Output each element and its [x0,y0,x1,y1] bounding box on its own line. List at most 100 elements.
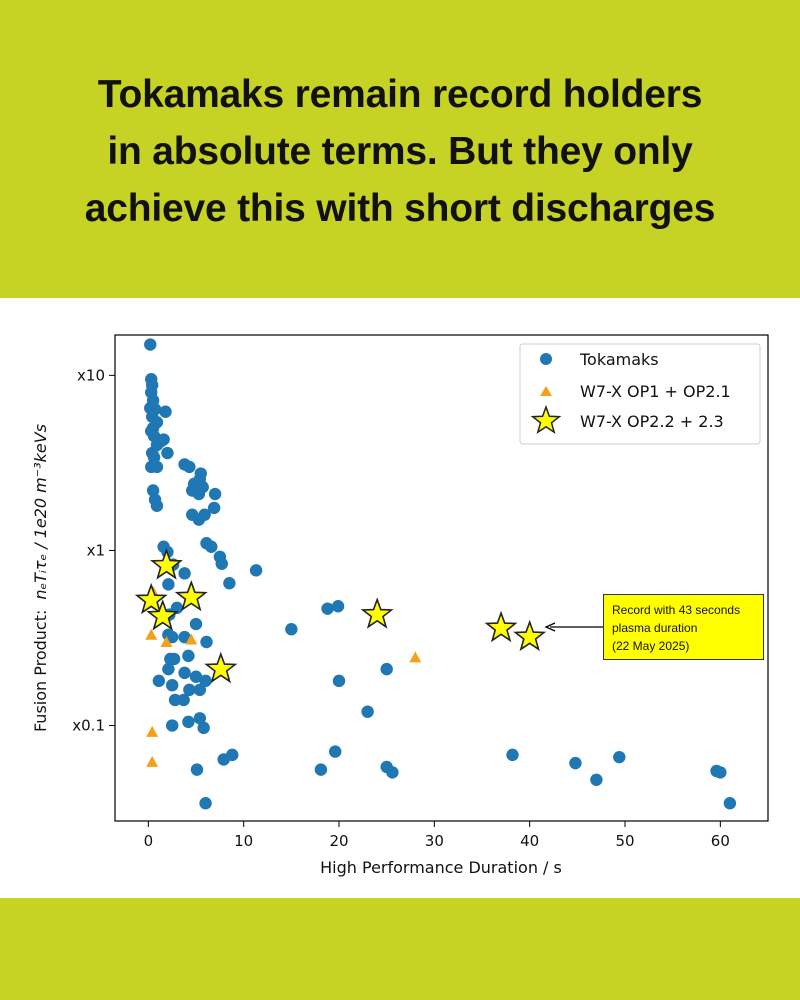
plot-frame [114,334,769,822]
tokamak-point [152,674,166,688]
tokamak-point [192,513,206,526]
w7x-op22-point [484,610,518,643]
tokamak-point [161,446,174,460]
tokamak-point [192,487,206,501]
y-tick-label: x10 [77,366,105,384]
tokamak-point [361,705,374,718]
legend-w7x-op1-marker [540,386,552,396]
tokamak-point [380,662,393,676]
x-tick-label: 40 [520,832,539,850]
w7x-op22-point [360,597,394,629]
tokamak-point [205,540,218,553]
tokamak-point [183,683,196,697]
tokamak-point [190,763,204,776]
legend-w7x-op22-marker [530,404,562,435]
tokamak-point [215,557,228,570]
tokamak-point [147,451,161,464]
legend-tokamak-marker [540,353,552,365]
x-tick-label: 20 [329,832,348,850]
tokamak-point [207,501,221,515]
tokamak-point [314,763,328,776]
tokamak-point [183,460,196,474]
tokamak-point [331,600,345,613]
w7x-op22-point [134,582,168,615]
tokamak-point [165,719,179,732]
w7x-op22-point [204,651,238,684]
tokamak-point [321,602,334,615]
w7x-op1-point [146,755,159,767]
tokamak-point [197,721,210,735]
y-axis-label: Fusion Product: nₑTᵢτₑ / 1e20 m⁻³keVs [31,424,50,732]
tokamak-point [723,797,737,810]
tokamak-point [193,683,207,697]
tokamak-point [144,338,157,351]
annotation-arrow [544,622,603,632]
tokamak-point [208,487,222,501]
legend-box [519,343,761,445]
annotation-line-1: Record with 43 seconds [612,603,741,617]
y-tick-label: x0.1 [72,717,105,735]
x-axis-label: High Performance Duration / s [320,858,562,877]
tokamak-point [182,649,195,663]
tokamak-point [569,756,582,770]
headline-line-1: Tokamaks remain record holders [97,73,703,116]
tokamak-point [150,499,164,512]
tokamak-point [506,748,519,762]
tokamak-point [249,564,263,577]
tokamak-point [189,617,203,631]
tokamak-point [167,652,181,666]
tokamak-point [178,666,191,680]
tokamak-point [613,750,626,764]
tokamak-point [200,635,213,649]
annotation-line-3: (22 May 2025) [612,639,690,653]
legend: Tokamaks W7-X OP1 + OP2.1 W7-X OP2.2 + 2… [519,343,761,445]
tokamak-point [162,662,175,676]
tokamak-point [217,753,230,766]
headline: Tokamaks remain record holders in absolu… [0,66,800,237]
w7x-op22-point [149,548,183,580]
tokamak-point [178,567,191,580]
tokamak-point [714,766,727,779]
scatter-chart: 0 10 20 30 40 50 60 x10 x1 x0.1 High Performance … [31,334,769,877]
tokamak-point [329,745,342,758]
tokamak-point [168,693,182,707]
y-axis-label-prefix: Fusion Product: [31,610,50,732]
w7x-op1-point [146,725,159,737]
w7x-op1-point [160,636,173,648]
footer-band [0,898,800,1000]
w7x-op22-point [513,619,547,652]
tokamak-point [182,715,195,729]
tokamak-point [157,433,170,446]
w7x-op1-point [409,651,422,663]
tokamak-point [332,674,346,688]
tokamak-point [193,712,207,725]
y-tick-label: x1 [87,541,105,559]
headline-line-2: in absolute terms. But they only [107,130,693,173]
tokamak-point [165,630,179,644]
record-annotation: Record with 43 seconds plasma duration (… [603,594,764,660]
x-tick-label: 0 [144,832,154,850]
legend-label-w7x-op22: W7-X OP2.2 + 2.3 [580,412,724,431]
legend-label-w7x-op1: W7-X OP1 + OP2.1 [580,382,731,401]
tokamak-point [285,623,298,636]
headline-line-3: achieve this with short discharges [84,187,716,230]
title-banner [0,0,800,298]
annotation-line-2: plasma duration [612,621,698,635]
x-tick-label: 50 [615,832,634,850]
w7x-op22-point [174,579,208,612]
tokamak-point [162,578,175,591]
tokamak-point [159,405,172,418]
tokamak-point [199,797,212,810]
w7x-op22-point [146,599,180,631]
tokamak-point [189,670,203,683]
tokamak-point [223,577,236,590]
tokamak-point [386,766,399,779]
legend-label-tokamaks: Tokamaks [579,350,659,369]
tokamak-point [590,773,603,786]
tokamak-point [150,460,164,474]
x-tick-label: 60 [711,832,730,850]
y-axis-label-formula: nₑTᵢτₑ / 1e20 m⁻³keVs [31,424,50,600]
tokamak-point [177,693,190,707]
x-tick-label: 10 [234,832,253,850]
w7x-op1-point [185,633,198,645]
